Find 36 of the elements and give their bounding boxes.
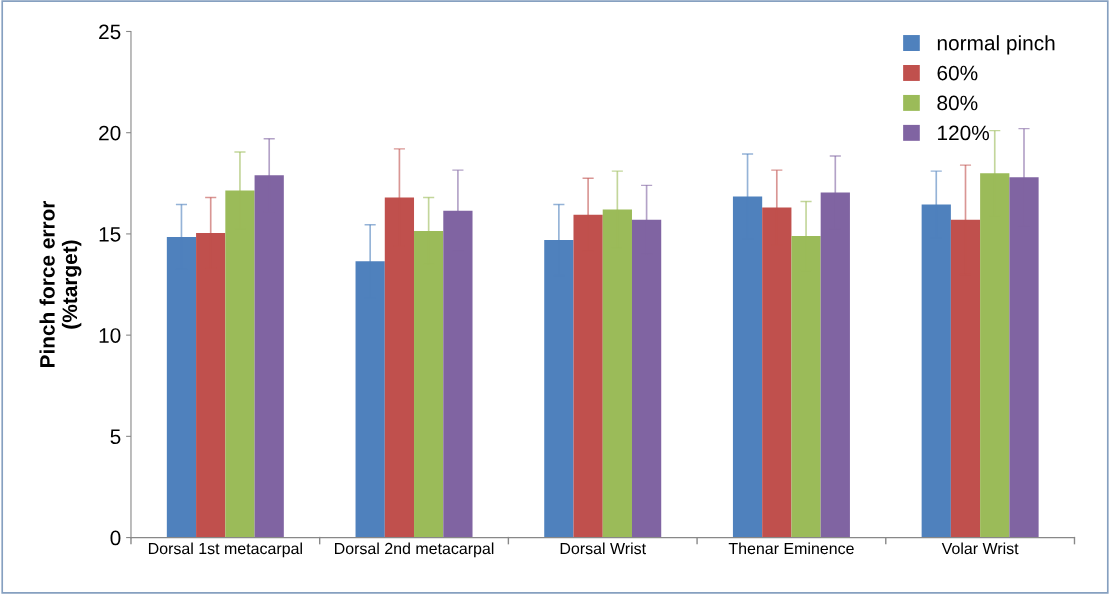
bar xyxy=(820,192,850,538)
bar xyxy=(631,219,662,538)
legend-label: 60% xyxy=(937,65,978,81)
bar xyxy=(414,230,444,538)
y-tick-label: 5 xyxy=(110,429,121,445)
bar xyxy=(355,261,385,538)
y-tick-label: 20 xyxy=(99,125,121,141)
bar xyxy=(791,235,821,538)
bar xyxy=(602,209,632,538)
bar xyxy=(544,239,574,538)
legend-label: 120% xyxy=(938,125,990,141)
bar xyxy=(573,214,603,538)
bar xyxy=(225,190,255,538)
bar xyxy=(384,197,415,538)
bar xyxy=(196,232,226,538)
bar xyxy=(166,236,197,538)
y-tick-label: 10 xyxy=(99,328,121,343)
x-tick-label: Thenar Eminence xyxy=(728,542,854,555)
bar xyxy=(254,175,284,538)
y-tick-label: 0 xyxy=(110,530,121,546)
y-axis-title: Pinch force error (%target) xyxy=(39,200,82,368)
bar xyxy=(980,173,1010,538)
bar xyxy=(762,207,792,538)
legend-label: 80% xyxy=(937,95,978,111)
x-tick-label: Dorsal 1st metacarpal xyxy=(148,542,302,558)
y-tick-label: 25 xyxy=(99,24,121,40)
bar xyxy=(950,219,981,538)
bar xyxy=(732,196,763,538)
legend-label: normal pinch xyxy=(937,35,1055,55)
x-tick-label: Dorsal Wrist xyxy=(560,542,646,555)
bar xyxy=(921,204,951,538)
bar xyxy=(1009,177,1039,538)
bar xyxy=(443,210,473,538)
x-tick-label: Volar Wrist xyxy=(941,542,1019,555)
x-tick-label: Dorsal 2nd metacarpal xyxy=(335,542,494,558)
y-tick-label: 15 xyxy=(99,227,121,242)
